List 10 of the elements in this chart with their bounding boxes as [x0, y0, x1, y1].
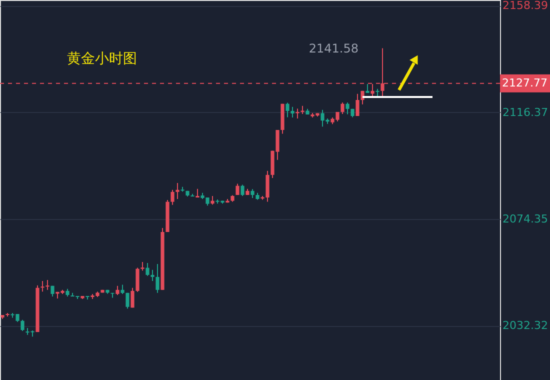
- y-tick-label: 2074.35: [502, 212, 548, 226]
- y-tick-label: 2158.39: [502, 0, 548, 12]
- y-tick-label: 2116.37: [502, 106, 548, 119]
- annotation: 2141.58: [308, 41, 358, 56]
- text: 黄金小时图: [67, 51, 137, 67]
- candlestick: [80, 295, 84, 300]
- candlestick: [140, 261, 144, 272]
- ref-line-label: 2127.77: [502, 76, 548, 90]
- y-tick-label: 2032.32: [502, 319, 548, 332]
- candlestick: [300, 105, 304, 114]
